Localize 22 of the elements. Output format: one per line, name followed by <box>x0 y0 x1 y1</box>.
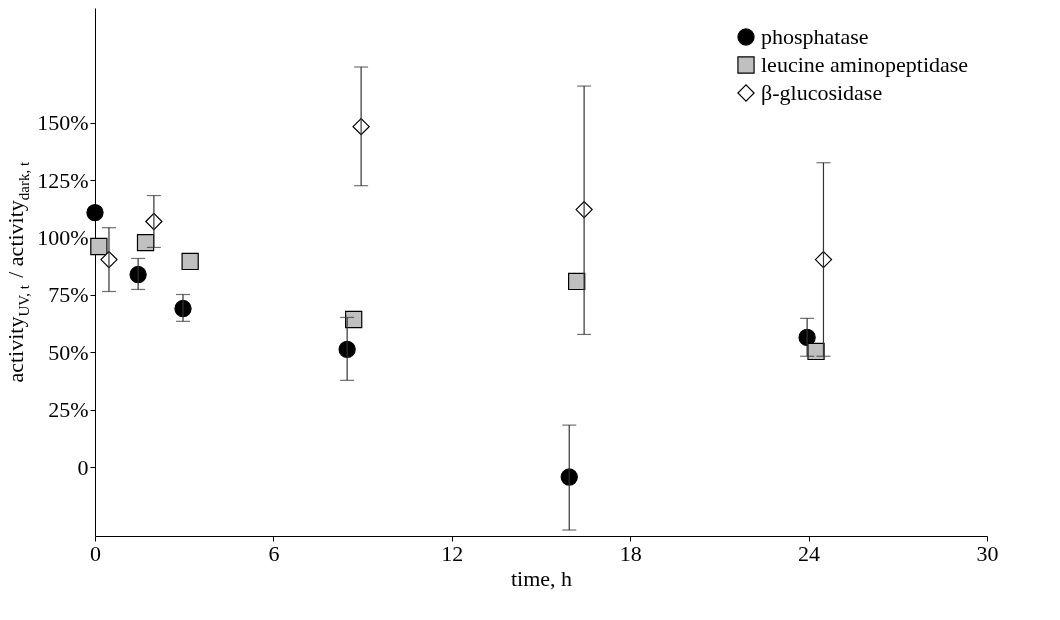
x-tick-label: 18 <box>619 540 642 566</box>
legend-label: β-glucosidase <box>761 80 883 105</box>
point <box>181 252 199 271</box>
x-tick-label: 30 <box>976 540 999 566</box>
x-axis-title: time, h <box>510 565 573 591</box>
y-tick-label: 0 <box>77 454 89 480</box>
y-tick-label: 125% <box>37 167 89 193</box>
x-tick-label: 6 <box>268 540 280 566</box>
x-tick-label: 12 <box>441 540 464 566</box>
legend-label: phosphatase <box>761 24 869 49</box>
point <box>136 233 155 252</box>
point <box>90 237 108 256</box>
y-tick-label: 25% <box>48 397 89 423</box>
y-tick-label: 100% <box>37 225 89 251</box>
point <box>560 468 578 486</box>
y-tick-label: 150% <box>37 110 89 136</box>
legend-label: leucine aminopeptidase <box>761 52 969 77</box>
point <box>86 203 104 222</box>
y-axis-title: activityUV, t / activitydark, t <box>3 160 32 383</box>
y-tick-label: 75% <box>48 282 89 308</box>
y-tick-label: 50% <box>48 339 89 365</box>
x-tick-label: 24 <box>798 540 821 566</box>
